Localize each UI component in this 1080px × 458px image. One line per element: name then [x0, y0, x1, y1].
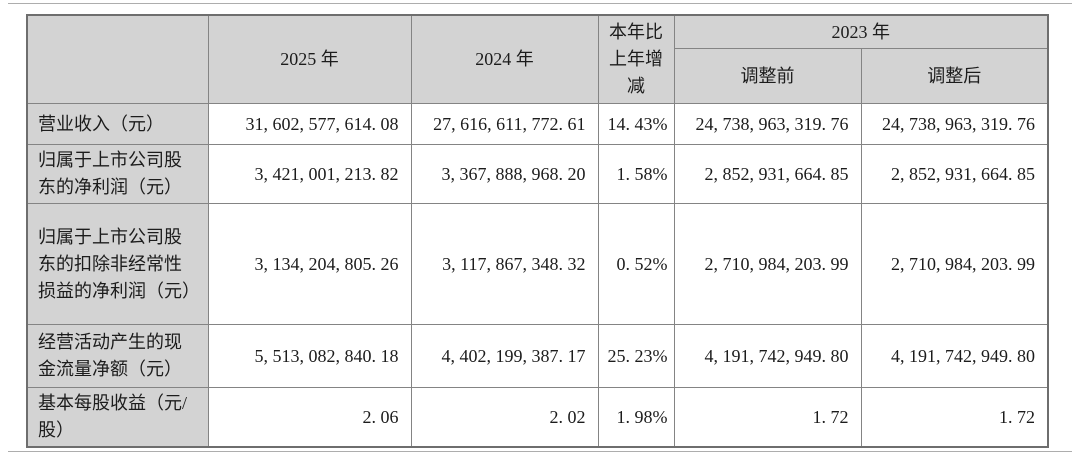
- header-row-1: 2025 年 2024 年 本年比上年增减 2023 年: [26, 14, 1049, 104]
- value-2023-after: 4, 191, 742, 949. 80: [860, 324, 1049, 388]
- value-yoy: 1. 98%: [597, 387, 675, 448]
- value-2023-after: 2, 710, 984, 203. 99: [860, 203, 1049, 325]
- header-row-2: 调整前 调整后: [27, 48, 1049, 104]
- value-2023-before: 1. 72: [673, 387, 862, 448]
- value-2024: 3, 367, 888, 968. 20: [410, 144, 599, 204]
- value-yoy: 1. 58%: [597, 144, 675, 204]
- value-2023-after: 24, 738, 963, 319. 76: [860, 103, 1049, 145]
- page-bottom-rule: [8, 451, 1072, 452]
- row-label: 归属于上市公司股东的扣除非经常性损益的净利润（元）: [26, 203, 209, 325]
- financial-summary-table: 2025 年 2024 年 本年比上年增减 2023 年 调整前 调整后 营业收…: [26, 14, 1049, 448]
- row-label: 归属于上市公司股东的净利润（元）: [26, 144, 209, 204]
- value-yoy: 14. 43%: [597, 103, 675, 145]
- value-2025: 3, 134, 204, 805. 26: [207, 203, 412, 325]
- header-year-2025: 2025 年: [207, 14, 412, 104]
- table-row-operating-cash-flow: 经营活动产生的现金流量净额（元） 5, 513, 082, 840. 18 4,…: [26, 324, 1049, 388]
- value-2023-after: 2, 852, 931, 664. 85: [860, 144, 1049, 204]
- page-top-rule: [8, 3, 1072, 4]
- header-corner-cell: [26, 14, 209, 104]
- value-2025: 31, 602, 577, 614. 08: [207, 103, 412, 145]
- value-2023-before: 2, 710, 984, 203. 99: [673, 203, 862, 325]
- row-label: 基本每股收益（元/股）: [26, 387, 209, 448]
- value-yoy: 25. 23%: [597, 324, 675, 388]
- value-2023-before: 4, 191, 742, 949. 80: [673, 324, 862, 388]
- header-year-2024: 2024 年: [410, 14, 599, 104]
- value-2025: 2. 06: [207, 387, 412, 448]
- value-2024: 4, 402, 199, 387. 17: [410, 324, 599, 388]
- value-2023-before: 2, 852, 931, 664. 85: [673, 144, 862, 204]
- value-2023-before: 24, 738, 963, 319. 76: [673, 103, 862, 145]
- header-year-2023: 2023 年: [673, 14, 1049, 49]
- table-row-net-profit-excl-nonrecurring: 归属于上市公司股东的扣除非经常性损益的净利润（元） 3, 134, 204, 8…: [26, 203, 1049, 325]
- table-row-operating-revenue: 营业收入（元） 31, 602, 577, 614. 08 27, 616, 6…: [26, 103, 1049, 145]
- value-2024: 3, 117, 867, 348. 32: [410, 203, 599, 325]
- value-2025: 5, 513, 082, 840. 18: [207, 324, 412, 388]
- value-2025: 3, 421, 001, 213. 82: [207, 144, 412, 204]
- row-label: 经营活动产生的现金流量净额（元）: [26, 324, 209, 388]
- header-yoy-change: 本年比上年增减: [597, 14, 675, 104]
- value-2023-after: 1. 72: [860, 387, 1049, 448]
- value-2024: 27, 616, 611, 772. 61: [410, 103, 599, 145]
- header-adjust-before: 调整前: [673, 48, 862, 104]
- value-2024: 2. 02: [410, 387, 599, 448]
- table-row-basic-eps: 基本每股收益（元/股） 2. 06 2. 02 1. 98% 1. 72 1. …: [26, 387, 1049, 448]
- row-label: 营业收入（元）: [26, 103, 209, 145]
- value-yoy: 0. 52%: [597, 203, 675, 325]
- table-row-net-profit: 归属于上市公司股东的净利润（元） 3, 421, 001, 213. 82 3,…: [26, 144, 1049, 204]
- header-adjust-after: 调整后: [860, 48, 1049, 104]
